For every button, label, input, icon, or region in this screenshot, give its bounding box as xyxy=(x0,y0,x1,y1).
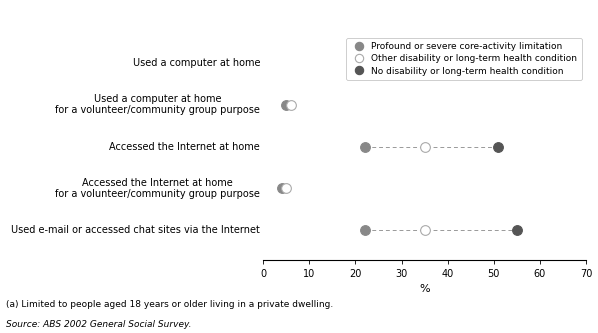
Text: Used e-mail or accessed chat sites via the Internet: Used e-mail or accessed chat sites via t… xyxy=(11,225,260,235)
Text: Used a computer at home: Used a computer at home xyxy=(133,58,260,68)
Legend: Profound or severe core-activity limitation, Other disability or long-term healt: Profound or severe core-activity limitat… xyxy=(346,38,581,80)
X-axis label: %: % xyxy=(419,284,430,294)
Text: Accessed the Internet at home: Accessed the Internet at home xyxy=(109,142,260,152)
Text: Source: ABS 2002 General Social Survey.: Source: ABS 2002 General Social Survey. xyxy=(6,320,191,329)
Text: (a) Limited to people aged 18 years or older living in a private dwelling.: (a) Limited to people aged 18 years or o… xyxy=(6,300,333,309)
Text: Used a computer at home
for a volunteer/community group purpose: Used a computer at home for a volunteer/… xyxy=(55,94,260,116)
Text: Accessed the Internet at home
for a volunteer/community group purpose: Accessed the Internet at home for a volu… xyxy=(55,177,260,199)
